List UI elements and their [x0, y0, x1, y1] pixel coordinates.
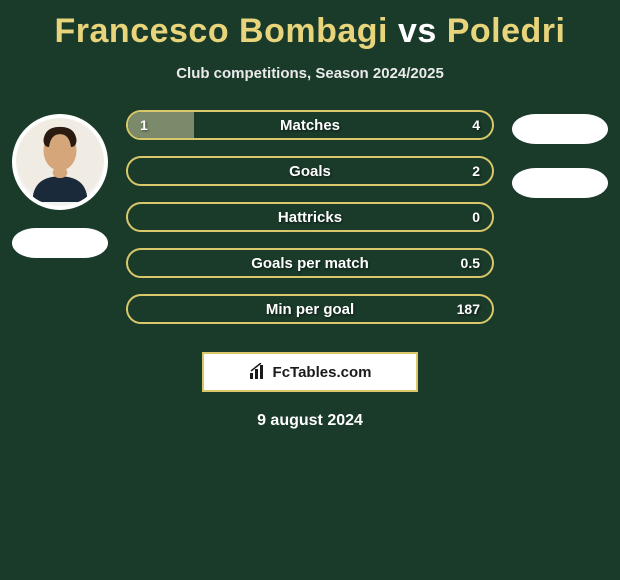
stat-value-right: 2: [472, 158, 480, 184]
brand-box: FcTables.com: [202, 352, 418, 392]
brand-text: FcTables.com: [273, 364, 372, 381]
chart-icon: [249, 363, 267, 381]
stat-label: Hattricks: [128, 204, 492, 230]
stat-row: Goals2: [126, 156, 494, 186]
person-icon: [16, 114, 104, 206]
page-title: Francesco Bombagi vs Poledri: [0, 0, 620, 51]
title-player2: Poledri: [447, 12, 566, 50]
title-vs: vs: [398, 12, 437, 50]
stat-label: Min per goal: [128, 296, 492, 322]
right-side: [500, 110, 620, 198]
stat-label: Matches: [128, 112, 492, 138]
player1-avatar: [12, 114, 108, 210]
stat-label: Goals per match: [128, 250, 492, 276]
stat-value-right: 4: [472, 112, 480, 138]
player1-badge: [12, 228, 108, 258]
left-side: [0, 110, 120, 258]
stat-value-right: 0: [472, 204, 480, 230]
stat-value-right: 187: [457, 296, 480, 322]
stat-row: Min per goal187: [126, 294, 494, 324]
title-player1: Francesco Bombagi: [55, 12, 388, 50]
stats-bars: 1Matches4 Goals2 Hattricks0 Goals per match…: [120, 110, 500, 324]
stat-label: Goals: [128, 158, 492, 184]
stat-row: 1Matches4: [126, 110, 494, 140]
stat-row: Hattricks0: [126, 202, 494, 232]
main-content: 1Matches4 Goals2 Hattricks0 Goals per match…: [0, 110, 620, 324]
date: 9 august 2024: [0, 412, 620, 430]
player2-badge-2: [512, 168, 608, 198]
stat-row: Goals per match0.5: [126, 248, 494, 278]
subtitle: Club competitions, Season 2024/2025: [0, 65, 620, 82]
player2-badge-1: [512, 114, 608, 144]
stat-value-right: 0.5: [461, 250, 480, 276]
